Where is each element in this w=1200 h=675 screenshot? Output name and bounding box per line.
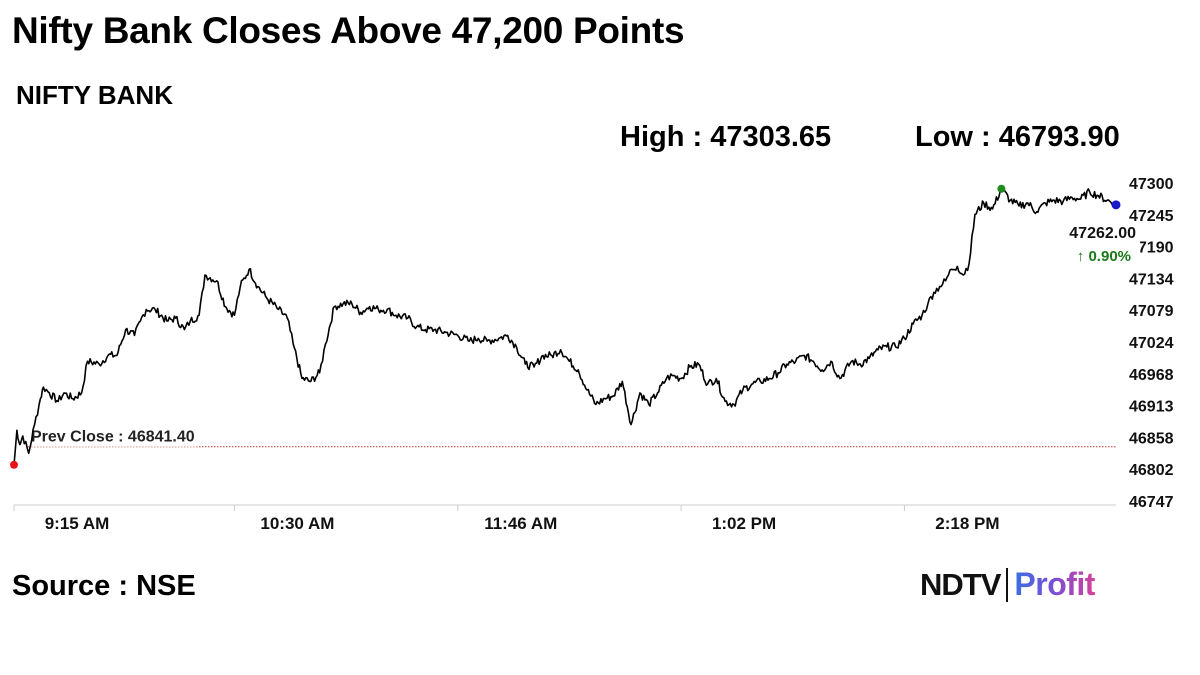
y-tick-label: 46858 xyxy=(1129,430,1174,447)
day-low-label: Low : 46793.90 xyxy=(915,121,1120,153)
price-chart: 47300 47245 47190 47134 47079 47024 46968 46913… xyxy=(10,176,1174,532)
brand-logo: NDTV Profit xyxy=(920,566,1095,603)
y-tick-label: 47245 xyxy=(1129,208,1174,225)
index-name: NIFTY BANK xyxy=(16,80,173,110)
x-tick-label: 11:46 AM xyxy=(484,514,557,532)
y-tick-label: 47079 xyxy=(1129,303,1174,320)
y-tick-label: 46968 xyxy=(1129,367,1174,384)
x-tick-label: 10:30 AM xyxy=(260,514,334,532)
x-tick-label: 2:18 PM xyxy=(935,514,999,532)
prev-close-label: Prev Close : 46841.40 xyxy=(31,429,195,446)
x-tick-label: 1:02 PM xyxy=(712,514,776,532)
y-axis: 47300 47245 47190 47134 47079 47024 46968 46913… xyxy=(1129,176,1174,511)
annotations-group: 47262.00 ↑ 0.90% xyxy=(10,184,1141,469)
change-percent-label: ↑ 0.90% xyxy=(1077,248,1131,265)
last-price-label: 47262.00 xyxy=(1069,225,1136,242)
prev-close-group: Prev Close : 46841.40 xyxy=(28,427,1116,448)
y-tick-label: 46913 xyxy=(1129,399,1174,416)
series-group xyxy=(13,187,1117,465)
brand-divider xyxy=(1006,567,1009,602)
x-tick-label: 9:15 AM xyxy=(45,514,110,532)
y-tick-label: 47024 xyxy=(1129,335,1174,352)
last-marker xyxy=(1111,200,1121,210)
headline: Nifty Bank Closes Above 47,200 Points xyxy=(12,10,685,51)
price-line xyxy=(13,187,1117,465)
x-axis: 9:15 AM 10:30 AM 11:46 AM 1:02 PM 2:18 PM xyxy=(13,504,1116,532)
prev-close-label-bg xyxy=(29,427,197,447)
high-marker xyxy=(997,184,1006,193)
source-label: Source : NSE xyxy=(12,570,196,602)
y-tick-label: 47134 xyxy=(1129,271,1174,288)
y-tick-label: 47300 xyxy=(1129,176,1174,193)
y-tick-label: 46802 xyxy=(1129,462,1174,479)
y-tick-label: 46747 xyxy=(1129,494,1174,511)
brand-ndtv: NDTV xyxy=(920,566,1001,602)
day-high-label: High : 47303.65 xyxy=(620,121,832,153)
y-tick-label: 47190 xyxy=(1129,240,1174,257)
open-marker xyxy=(10,460,18,469)
last-price-bg xyxy=(1067,225,1141,264)
brand-profit: Profit xyxy=(1014,566,1095,602)
